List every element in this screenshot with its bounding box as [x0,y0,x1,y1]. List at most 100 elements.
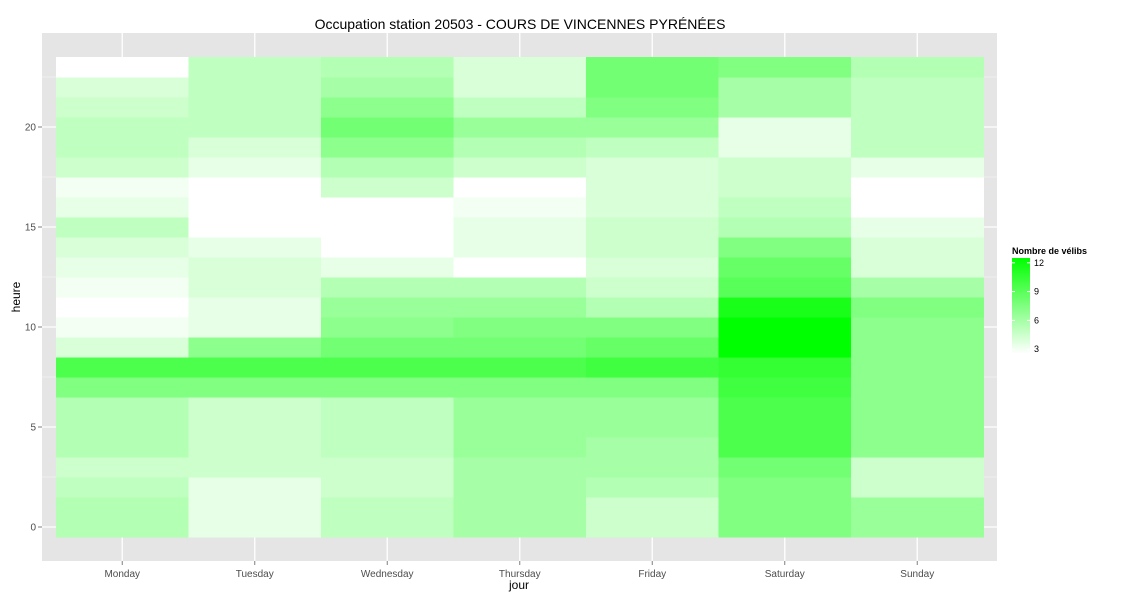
heatmap-cell [851,117,984,138]
heatmap-cell [718,217,852,238]
heatmap-cell [453,437,587,458]
y-tick-label: 15 [25,223,37,234]
heatmap-cell [851,57,984,78]
heatmap-cell [586,437,719,458]
heatmap-cell [586,57,719,78]
heatmap-cell [586,497,719,518]
heatmap-cell [188,277,322,298]
heatmap-cell [188,197,322,218]
heatmap-cell [321,277,454,298]
heatmap-cell [718,397,852,418]
heatmap-cell [453,217,587,238]
heatmap-cell [188,337,322,358]
heatmap-cell [453,337,587,358]
heatmap-cell [321,257,454,278]
heatmap-cell [321,177,454,198]
heatmap-cell [321,517,454,538]
heatmap-cell [321,297,454,318]
heatmap-cell [56,57,189,78]
heatmap-cell [453,137,587,158]
heatmap-cell [56,217,189,238]
legend-ticks: 3 6 9 12 [1012,258,1044,354]
heatmap-cell [851,317,984,338]
heatmap-cell [56,77,189,98]
heatmap-cell [851,497,984,518]
heatmap-cell [851,397,984,418]
heatmap-cell [56,357,189,378]
heatmap-cell [453,177,587,198]
heatmap-cell [586,157,719,178]
heatmap-cell [453,277,587,298]
heatmap-cell [321,137,454,158]
heatmap-cell [851,197,984,218]
heatmap-cell [188,77,322,98]
heatmap-cell [321,237,454,258]
legend-tick-label: 3 [1034,344,1039,354]
y-tick-label: 0 [30,523,36,534]
heatmap-cell [56,517,189,538]
heatmap-cell [188,257,322,278]
heatmap-cell [188,397,322,418]
heatmap-cell [718,337,852,358]
heatmap-cell [718,357,852,378]
heatmap-cell [453,257,587,278]
heatmap-cell [453,117,587,138]
heatmap-cell [586,397,719,418]
y-axis-title: heure [9,281,23,312]
heatmap-cell [718,177,852,198]
heatmap-cell [321,217,454,238]
heatmap-cell [718,197,852,218]
heatmap-cell [586,97,719,118]
heatmap-cell [851,177,984,198]
heatmap-cell [188,57,322,78]
heatmap-cell [851,337,984,358]
heatmap-cell [453,497,587,518]
heatmap-cell [56,157,189,178]
heatmap-cell [188,237,322,258]
heatmap-cell [586,217,719,238]
heatmap-cell [718,377,852,398]
heatmap-cell [321,97,454,118]
heatmap-cell [718,57,852,78]
heatmap-cell [586,357,719,378]
heatmap-cell [718,417,852,438]
heatmap-cell [56,137,189,158]
x-tick-label: Tuesday [236,569,274,580]
heatmap-cell [56,117,189,138]
heatmap-cell [718,437,852,458]
heatmap-cell [586,297,719,318]
heatmap-cell [586,137,719,158]
heatmap-cell [851,417,984,438]
heatmap-cell [718,77,852,98]
heatmap-cell [851,477,984,498]
heatmap-cell [56,417,189,438]
heatmap-cell [188,477,322,498]
heatmap-cell [453,197,587,218]
heatmap-cell [851,257,984,278]
heatmap-cell [851,237,984,258]
heatmap-cell [56,477,189,498]
heatmap-cell [188,97,322,118]
heatmap-cell [851,277,984,298]
x-tick-label: Thursday [499,569,541,580]
heatmap-cell [586,377,719,398]
heatmap-cell [453,157,587,178]
y-tick-label: 5 [30,423,36,434]
heatmap-cell [56,497,189,518]
heatmap-cell [321,197,454,218]
heatmap-cell [718,497,852,518]
heatmap-cell [586,117,719,138]
heatmap-cell [321,77,454,98]
heatmap-cell [453,397,587,418]
y-tick-label: 10 [25,323,37,334]
legend-title: Nombre de vélibs [1012,246,1087,256]
legend-tick-label: 6 [1034,315,1039,325]
heatmap-cell [851,357,984,378]
heatmap-cell [188,137,322,158]
heatmap-cell [188,437,322,458]
heatmap-cell [321,377,454,398]
heatmap-cell [453,357,587,378]
heatmap-cell [453,237,587,258]
heatmap-cell [56,337,189,358]
